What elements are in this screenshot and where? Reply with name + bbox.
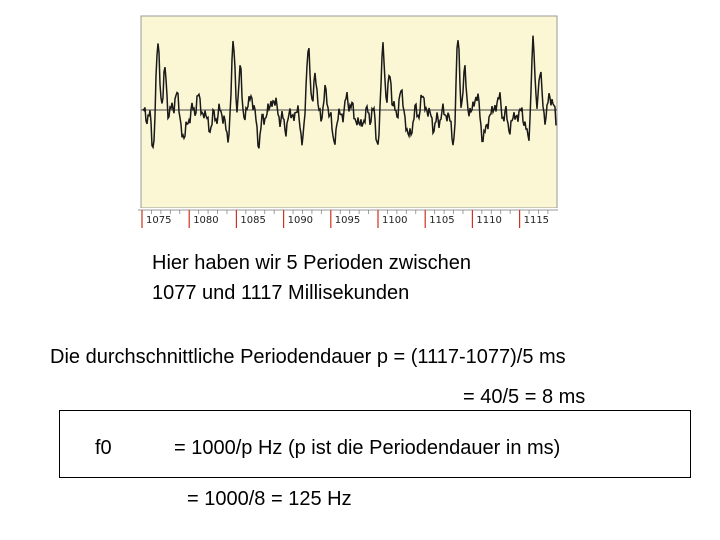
ruler-tick-label: 1085 [240,215,265,226]
ruler-tick-label: 1090 [288,215,313,226]
waveform-plot-area [140,15,558,209]
f0-definition-box [59,410,691,478]
caption-line-2: 1077 und 1117 Millisekunden [152,282,410,304]
f0-result: = 1000/8 = 125 Hz [187,488,352,510]
waveform-display: 1075 1080 1085 1090 1095 1100 1105 1110 1115 [138,14,558,230]
waveform-trace [142,35,557,150]
ruler-tick-label: 1100 [382,215,407,226]
ruler-tick-label: 1115 [524,215,549,226]
average-period-result: = 40/5 = 8 ms [463,386,586,408]
ruler-tick-label: 1095 [335,215,360,226]
f0-label: f0 [95,437,112,459]
waveform-panel: 1075 1080 1085 1090 1095 1100 1105 1110 1115 [138,14,558,230]
ruler-tick-label: 1080 [193,215,218,226]
ruler-tick-label: 1105 [429,215,454,226]
ruler-tick-label: 1075 [146,215,171,226]
f0-formula: = 1000/p Hz (p ist die Periodendauer in … [174,437,561,459]
caption-line-1: Hier haben wir 5 Perioden zwischen [152,252,472,274]
ruler-tick-label: 1110 [476,215,501,226]
average-period-formula: Die durchschnittliche Periodendauer p = … [50,346,566,368]
time-ruler-ticks: 1075 1080 1085 1090 1095 1100 1105 1110 1115 [141,210,549,228]
time-ruler [138,208,558,230]
